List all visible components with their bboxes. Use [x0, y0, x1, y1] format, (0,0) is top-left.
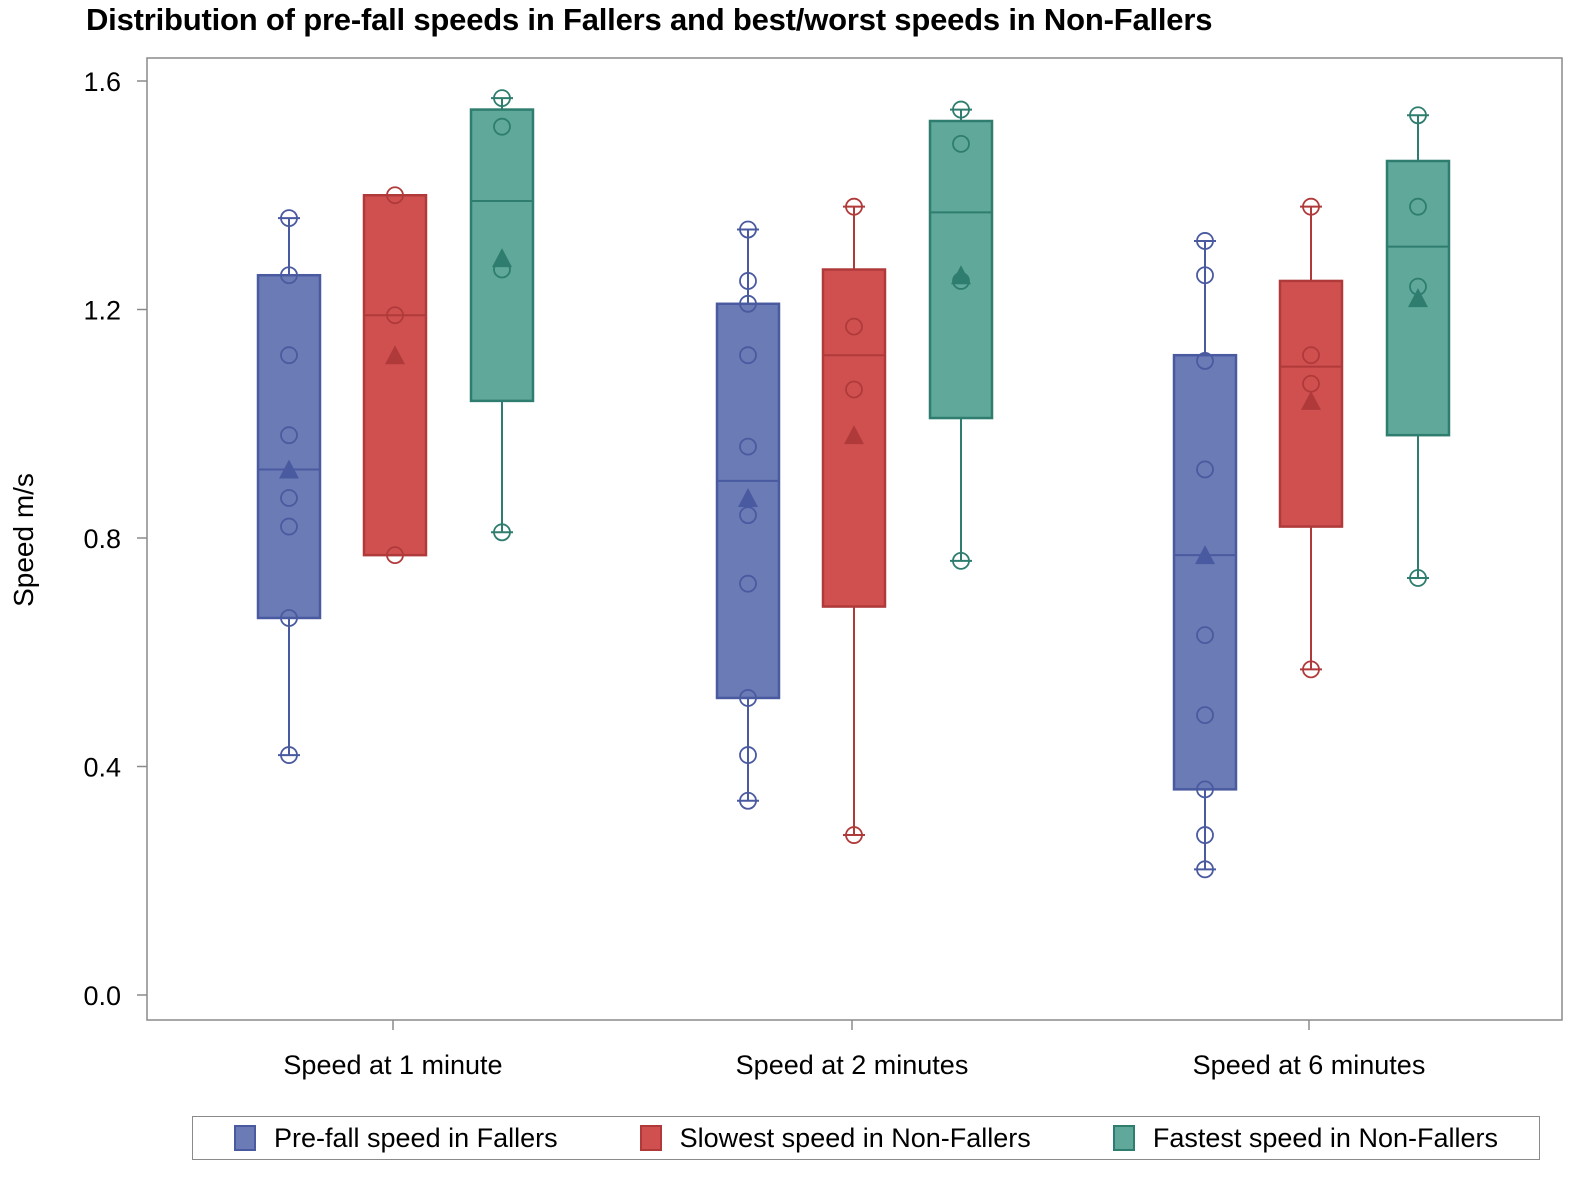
- data-point: [739, 791, 757, 810]
- legend-item: Slowest speed in Non-Fallers: [639, 1122, 1031, 1154]
- x-tick-label: Speed at 1 minute: [283, 1050, 502, 1080]
- legend: Pre-fall speed in Fallers Slowest speed i…: [192, 1116, 1540, 1160]
- y-axis: 0.0 0.4 0.8 1.2 1.6: [83, 67, 147, 1011]
- plot-area-frame: [146, 57, 1563, 1021]
- data-point: [1196, 706, 1214, 724]
- data-point: [386, 186, 404, 205]
- data-point: [1196, 826, 1214, 844]
- data-point: [386, 306, 404, 325]
- data-point: [952, 134, 970, 153]
- mean-marker: [951, 265, 971, 285]
- x-axis: Speed at 1 minute Speed at 2 minutes Speed…: [283, 1020, 1425, 1080]
- data-point: [280, 209, 298, 228]
- legend-label: Pre-fall speed in Fallers: [274, 1122, 558, 1153]
- data-point: [1196, 232, 1214, 250]
- data-point: [952, 100, 970, 119]
- legend-label: Fastest speed in Non-Fallers: [1152, 1122, 1498, 1153]
- mean-marker: [738, 488, 758, 508]
- data-point: [1196, 352, 1214, 370]
- data-point: [1196, 460, 1214, 479]
- mean-marker: [279, 459, 299, 479]
- box-2-3: [1278, 197, 1344, 679]
- data-point: [739, 574, 757, 593]
- data-point: [1302, 660, 1320, 679]
- data-point: [739, 346, 757, 365]
- data-point: [280, 266, 298, 285]
- data-point: [493, 89, 511, 108]
- data-point: [845, 317, 863, 336]
- data-point: [493, 523, 511, 542]
- data-point: [493, 117, 511, 136]
- box-3-3: [1385, 106, 1451, 587]
- data-point: [1196, 266, 1214, 285]
- boxes-layer: [256, 89, 1451, 879]
- legend-item: Pre-fall speed in Fallers: [234, 1123, 558, 1154]
- legend-item: Fastest speed in Non-Fallers: [1112, 1122, 1498, 1154]
- legend-swatch: [234, 1125, 256, 1151]
- data-point: [1409, 569, 1427, 587]
- box-1-3: [1172, 232, 1238, 879]
- data-point: [845, 197, 863, 216]
- data-point: [280, 346, 298, 365]
- box-iqr: [1278, 279, 1344, 528]
- box-iqr: [928, 119, 994, 420]
- legend-swatch: [639, 1125, 662, 1151]
- mean-marker: [492, 248, 512, 268]
- data-point: [1302, 197, 1320, 216]
- data-point: [845, 826, 863, 844]
- data-point: [280, 746, 298, 764]
- data-point: [739, 272, 757, 290]
- y-tick-label: 0.8: [83, 524, 121, 554]
- box-3-1: [469, 89, 535, 542]
- mean-marker: [385, 345, 405, 365]
- data-point: [739, 220, 757, 239]
- y-tick-label: 1.2: [83, 296, 121, 326]
- data-point: [280, 489, 298, 507]
- data-point: [952, 551, 970, 570]
- y-tick-label: 0.4: [83, 753, 121, 783]
- box-1-1: [256, 209, 322, 764]
- legend-swatch: [1112, 1125, 1135, 1151]
- data-point: [386, 546, 404, 565]
- data-point: [739, 689, 757, 707]
- box-iqr: [362, 194, 428, 557]
- mean-marker: [844, 425, 864, 445]
- x-tick-label: Speed at 2 minutes: [736, 1050, 969, 1080]
- box-iqr: [256, 273, 322, 620]
- data-point: [1302, 346, 1320, 365]
- chart-title: Distribution of pre-fall speeds in Falle…: [86, 2, 1213, 37]
- data-point: [845, 380, 863, 399]
- data-point: [1196, 780, 1214, 799]
- box-plot: 0.00.40.81.21.6 Speed at 1 minute Speed a…: [8, 57, 1563, 1080]
- mean-marker: [1408, 288, 1428, 308]
- data-point: [1409, 106, 1427, 125]
- data-point: [739, 746, 757, 764]
- data-point: [1196, 860, 1214, 879]
- data-point: [280, 426, 298, 445]
- y-tick-label: 0.0: [83, 981, 121, 1011]
- legend-label: Slowest speed in Non-Fallers: [679, 1122, 1031, 1153]
- data-point: [739, 506, 757, 525]
- box-iqr: [1172, 353, 1238, 791]
- box-1-2: [715, 220, 781, 810]
- data-point: [1196, 626, 1214, 645]
- mean-marker: [1301, 390, 1321, 410]
- box-2-2: [821, 197, 887, 844]
- data-point: [280, 609, 298, 627]
- box-2-1: [362, 186, 428, 565]
- x-tick-label: Speed at 6 minutes: [1193, 1050, 1426, 1080]
- box-3-2: [928, 100, 994, 570]
- mean-marker: [1195, 545, 1215, 565]
- data-point: [739, 294, 757, 313]
- y-tick-label: 1.6: [83, 67, 121, 97]
- data-point: [1409, 197, 1427, 216]
- data-point: [280, 517, 298, 536]
- y-axis-label: Speed m/s: [8, 473, 39, 607]
- data-point: [739, 437, 757, 456]
